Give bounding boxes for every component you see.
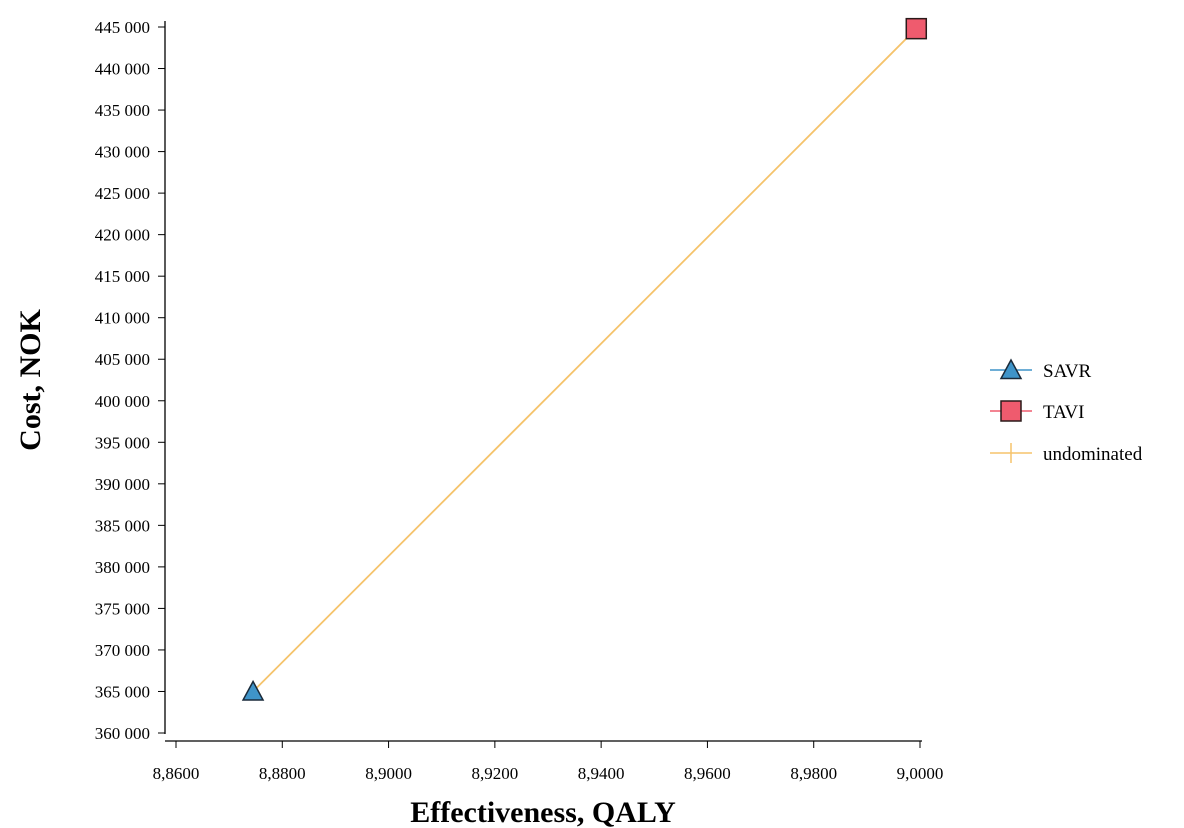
series-layer (241, 17, 928, 701)
x-tick-label: 8,8600 (153, 764, 200, 783)
y-tick-label: 375 000 (95, 599, 150, 618)
x-tick-label: 9,0000 (897, 764, 944, 783)
legend-label-savr: SAVR (1043, 361, 1092, 382)
y-tick-label: 435 000 (95, 101, 150, 120)
legend-label-tavi: TAVI (1043, 402, 1084, 423)
legend-marker-savr (999, 358, 1023, 380)
y-tick-label: 360 000 (95, 724, 150, 743)
y-tick-label: 445 000 (95, 18, 150, 37)
x-tick-label: 8,9800 (790, 764, 837, 783)
y-tick-label: 385 000 (95, 516, 150, 535)
y-axis: 360 000 365 000 370 000 375 000 380 000 385 0… (95, 18, 166, 743)
x-tick-label: 8,9000 (365, 764, 412, 783)
legend-marker-tavi (1000, 400, 1022, 422)
y-tick-label: 380 000 (95, 558, 150, 577)
x-axis: 8,8600 8,8800 8,9000 8,9200 8,9400 8,9600 8,98… (153, 740, 944, 783)
undominated-frontier-line (252, 28, 917, 693)
y-tick-label: 370 000 (95, 641, 150, 660)
y-tick-label: 425 000 (95, 184, 150, 203)
y-tick-label: 440 000 (95, 60, 150, 79)
y-tick-label: 430 000 (95, 143, 150, 162)
x-axis-title: Effectiveness, QALY (410, 796, 676, 828)
savr-point (241, 679, 265, 701)
x-tick-label: 8,9200 (471, 764, 518, 783)
x-tick-label: 8,9600 (684, 764, 731, 783)
y-tick-label: 420 000 (95, 226, 150, 245)
y-tick-label: 390 000 (95, 475, 150, 494)
y-tick-label: 365 000 (95, 682, 150, 701)
x-tick-label: 8,8800 (259, 764, 306, 783)
y-tick-label: 415 000 (95, 267, 150, 286)
legend: SAVR TAVI undominated (990, 358, 1143, 465)
legend-label-undominated: undominated (1043, 444, 1143, 465)
x-tick-label: 8,9400 (578, 764, 625, 783)
y-tick-label: 405 000 (95, 350, 150, 369)
y-tick-label: 400 000 (95, 392, 150, 411)
y-axis-title: Cost, NOK (14, 309, 47, 451)
y-tick-label: 410 000 (95, 309, 150, 328)
y-tick-label: 395 000 (95, 433, 150, 452)
tavi-point (905, 17, 928, 40)
